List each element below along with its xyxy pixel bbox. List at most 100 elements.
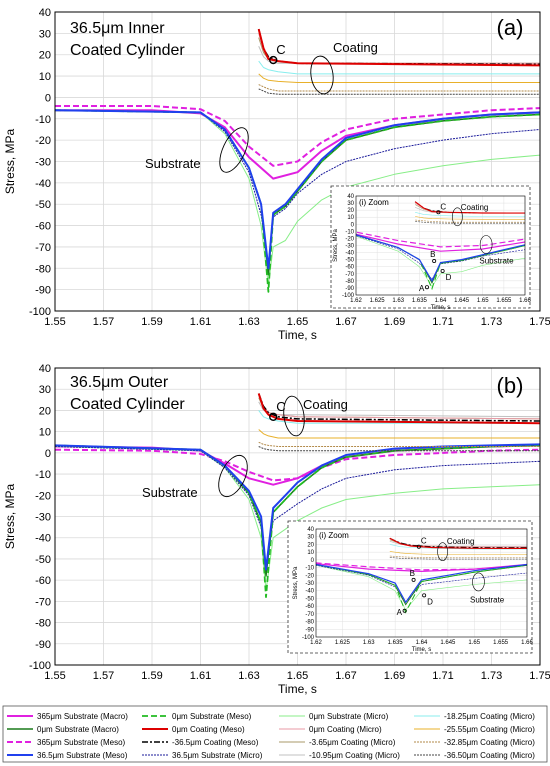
x-tick-label: 1.75 [529, 670, 550, 682]
legend-item: -3.65μm Coating (Micro) [279, 738, 396, 747]
inset-substrate-annotation: Substrate [470, 595, 505, 604]
y-tick-label: 10 [39, 427, 51, 439]
point-c-label: C [276, 42, 285, 57]
inset-x-axis-label: Time, s [431, 305, 450, 311]
inset-zoom: 1.62 1.625 1.63 1.635 1.64 1.645 1.65 1.655 1.66… [330, 185, 531, 311]
y-tick-label: -40 [35, 533, 51, 545]
plot-frame [54, 11, 541, 312]
legend-label: 365μm Substrate (Meso) [37, 738, 126, 747]
point-c-marker [269, 412, 278, 421]
x-tick-label: 1.57 [93, 316, 114, 328]
series-line [258, 429, 540, 439]
inset-point-marker [436, 210, 441, 215]
substrate-ellipse [218, 454, 248, 498]
inset-y-tick-label: -50 [345, 258, 354, 264]
series-group [55, 28, 540, 293]
inset-series-line [389, 557, 527, 560]
inset-x-tick-label: 1.645 [454, 298, 470, 304]
legend-item: -36.5μm Coating (Meso) [142, 738, 259, 747]
y-tick-label: 10 [39, 71, 51, 83]
inset-point-label: A [397, 608, 403, 617]
inset-y-tick-label: 20 [347, 208, 354, 214]
substrate-annotation: Substrate [145, 156, 201, 171]
legend-item: -36.50μm Coating (Micro) [414, 751, 535, 760]
series-line [258, 73, 540, 83]
inset-x-tick-label: 1.635 [412, 298, 428, 304]
chart-title-line: 36.5μm Outer [70, 374, 169, 391]
inset-y-tick-label: 30 [307, 535, 314, 541]
inset-x-tick-label: 1.64 [416, 640, 428, 646]
y-tick-label: 0 [45, 448, 51, 460]
inset-series-line [356, 234, 525, 283]
inset-x-axis-label: Time, s [412, 647, 431, 653]
inset-y-tick-label: 10 [307, 550, 314, 556]
x-tick-label: 1.59 [141, 670, 162, 682]
x-axis-label: Time, s [278, 328, 317, 342]
series-line [55, 109, 540, 270]
inset-y-tick-label: -20 [305, 573, 314, 579]
inset-y-tick-label: -30 [345, 244, 354, 250]
coating-ellipse [283, 395, 305, 437]
inset-y-tick-label: -60 [345, 265, 354, 271]
inset-x-tick-label: 1.62 [310, 640, 322, 646]
inset-y-tick-label: -70 [345, 272, 354, 278]
inset-label: (i) Zoom [359, 198, 389, 207]
legend-label: -32.85μm Coating (Micro) [444, 738, 535, 747]
chart-title-line: Coated Cylinder [70, 396, 185, 413]
legend-label: 0μm Coating (Micro) [309, 725, 382, 734]
x-tick-label: 1.71 [432, 316, 453, 328]
x-tick-label: 1.65 [287, 316, 308, 328]
inset-y-tick-label: -80 [305, 620, 314, 626]
chart-title-line: Coated Cylinder [70, 42, 185, 59]
legend-item: -10.95μm Coating (Micro) [279, 751, 400, 760]
chart-panel-1: 1.55 1.57 1.59 1.61 1.63 1.65 1.67 1.69 1.71 1.73… [3, 363, 550, 696]
inset-label: (i) Zoom [319, 531, 349, 540]
y-tick-label: -70 [35, 242, 51, 254]
inset-point-label: D [446, 273, 452, 282]
inset-series-line [415, 212, 525, 217]
legend-item: 0μm Substrate (Macro) [7, 725, 119, 734]
series-line [55, 444, 540, 598]
y-tick-label: 30 [39, 384, 51, 396]
inset-substrate-annotation: Substrate [479, 256, 514, 265]
inset-y-tick-label: -20 [345, 236, 354, 242]
inset-y-tick-label: -100 [342, 293, 355, 299]
legend-label: 0μm Coating (Meso) [172, 725, 245, 734]
y-tick-label: -60 [35, 575, 51, 587]
series-line [55, 105, 540, 167]
coating-annotation: Coating [333, 40, 378, 55]
inset-y-tick-label: -100 [302, 635, 315, 641]
series-line [258, 84, 540, 92]
inset-point-label: A [419, 284, 425, 293]
inset-y-tick-label: -90 [305, 627, 314, 633]
legend-label: -18.25μm Coating (Micro) [444, 712, 535, 721]
y-tick-label: -30 [35, 512, 51, 524]
inset-series-line [389, 544, 527, 550]
series-line [257, 393, 540, 422]
legend-label: 0μm Substrate (Micro) [309, 712, 389, 721]
y-axis-label: Stress, MPa [3, 484, 17, 550]
x-tick-label: 1.59 [141, 316, 162, 328]
inset-coating-ellipse [437, 542, 448, 561]
coating-ellipse [310, 55, 334, 95]
x-tick-label: 1.55 [44, 316, 65, 328]
inset-point-label: D [427, 597, 433, 606]
inset-x-tick-label: 1.63 [392, 298, 404, 304]
legend-box [2, 705, 548, 763]
series-line [258, 37, 540, 64]
inset-y-tick-label: 20 [307, 542, 314, 548]
inset-series-line [389, 537, 527, 549]
y-tick-label: -20 [35, 135, 51, 147]
inset-point-marker [411, 577, 416, 582]
y-tick-label: -30 [35, 157, 51, 169]
point-c-marker [269, 55, 278, 65]
x-axis-label: Time, s [278, 682, 317, 696]
x-tick-label: 1.67 [335, 670, 356, 682]
legend-label: 36.5μm Substrate (Micro) [172, 751, 263, 760]
inset-y-tick-label: 40 [307, 527, 314, 533]
series-line [258, 441, 540, 447]
y-tick-label: 30 [39, 28, 51, 40]
legend-item: -25.55μm Coating (Micro) [414, 725, 535, 734]
legend-item: 0μm Substrate (Meso) [142, 712, 252, 721]
